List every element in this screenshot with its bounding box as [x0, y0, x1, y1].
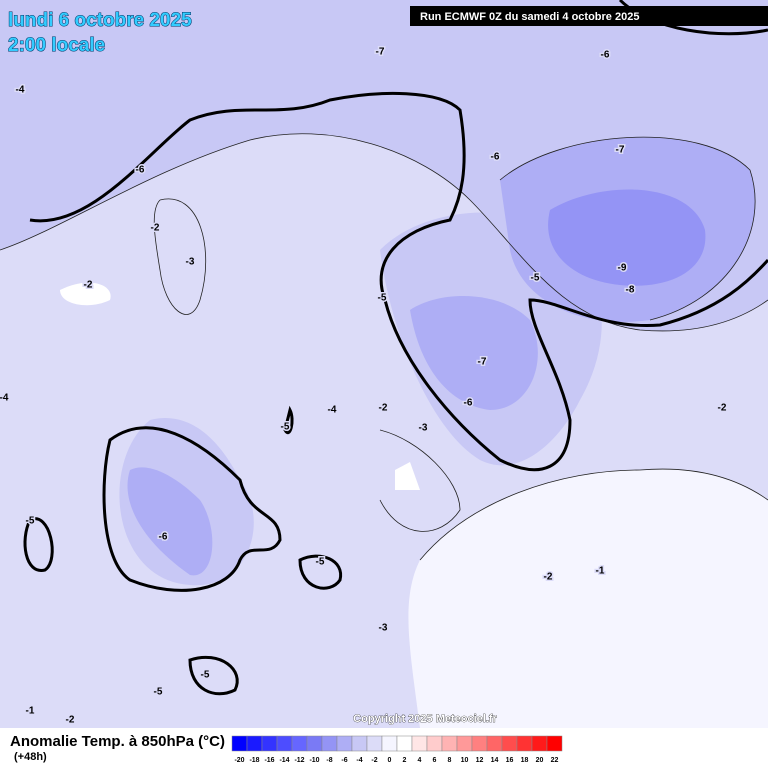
legend-tick: 16 [506, 757, 514, 764]
legend-swatch [276, 735, 293, 752]
legend-swatch [246, 735, 263, 752]
legend-tick: 10 [461, 757, 469, 764]
island-corsica-like [60, 282, 111, 306]
legend-tick: 18 [521, 757, 529, 764]
contour-label: -5 [154, 687, 163, 698]
time-title: 2:00 locale [8, 35, 105, 56]
contour-label: -7 [616, 145, 625, 156]
contour-label: -2 [544, 572, 553, 583]
contour-label: -7 [376, 47, 385, 58]
legend-tick: 0 [388, 757, 392, 764]
copyright: Copyright 2025 Meteociel.fr [353, 713, 497, 725]
legend-swatch [396, 735, 413, 752]
legend-swatch [291, 735, 308, 752]
legend-swatch [426, 735, 443, 752]
contour-label: -9 [618, 263, 627, 274]
date-title: lundi 6 octobre 2025 [8, 10, 192, 31]
contour-label: -7 [478, 357, 487, 368]
contour-label: -2 [84, 280, 93, 291]
legend-swatch [471, 735, 488, 752]
contour-label: -4 [0, 393, 9, 404]
contour-label: -2 [718, 403, 727, 414]
contour-label: -1 [26, 706, 35, 717]
legend-tick: -2 [371, 757, 377, 764]
legend-swatch [336, 735, 353, 752]
legend-swatch [456, 735, 473, 752]
run-info: Run ECMWF 0Z du samedi 4 octobre 2025 [420, 11, 639, 23]
legend-swatch [321, 735, 338, 752]
legend-swatch [441, 735, 458, 752]
legend-tick: 20 [536, 757, 544, 764]
contour-label: -5 [201, 670, 210, 681]
contour-label: -5 [531, 273, 540, 284]
zone-dark [127, 467, 213, 576]
legend-tick: 4 [418, 757, 422, 764]
contour-label: -8 [626, 285, 635, 296]
legend-title: Anomalie Temp. à 850hPa (°C) [10, 733, 225, 750]
legend-tick: -4 [356, 757, 362, 764]
run-banner [410, 6, 768, 26]
legend-swatch [351, 735, 368, 752]
island [395, 462, 420, 490]
legend-tick: -18 [249, 757, 259, 764]
contour-label: -4 [328, 405, 337, 416]
legend-tick: -12 [294, 757, 304, 764]
contour-label: -3 [379, 623, 388, 634]
legend-swatch [261, 735, 278, 752]
contour-label: -6 [491, 152, 500, 163]
contour-label: -3 [186, 257, 195, 268]
legend-swatch [306, 735, 323, 752]
zone-warm [408, 469, 768, 728]
contour-label: -6 [136, 165, 145, 176]
legend-tick: -14 [279, 757, 289, 764]
zone-colder [410, 296, 538, 410]
contour-label: -5 [316, 557, 325, 568]
legend-tick: 6 [433, 757, 437, 764]
legend-swatch [546, 735, 563, 752]
contour-label: -2 [379, 403, 388, 414]
contours-thin [0, 133, 768, 561]
legend-swatch [516, 735, 533, 752]
contour-label: -6 [464, 398, 473, 409]
legend-tick: 12 [476, 757, 484, 764]
contour-label: -4 [16, 85, 25, 96]
legend-tick: -6 [341, 757, 347, 764]
contour-label: -2 [151, 223, 160, 234]
contour-label: -5 [26, 516, 35, 527]
legend-tick: 2 [403, 757, 407, 764]
contour-label: -3 [419, 423, 428, 434]
legend-swatch [411, 735, 428, 752]
legend-tick: 22 [551, 757, 559, 764]
legend-tick: -10 [309, 757, 319, 764]
legend-tick: 8 [448, 757, 452, 764]
contour-label: -1 [596, 566, 605, 577]
contour-label: -5 [378, 293, 387, 304]
legend-tick: -20 [234, 757, 244, 764]
contour-label: -6 [601, 50, 610, 61]
legend-swatch [231, 735, 248, 752]
contour-label: -6 [159, 532, 168, 543]
legend-tick: -16 [264, 757, 274, 764]
legend-swatch [531, 735, 548, 752]
contour-label: -5 [281, 422, 290, 433]
contour-label: -2 [66, 715, 75, 726]
zone-coldest [548, 189, 706, 286]
legend-swatch [366, 735, 383, 752]
legend-swatch [381, 735, 398, 752]
legend-lead: (+48h) [14, 751, 47, 763]
legend-swatch [486, 735, 503, 752]
legend-tick: 14 [491, 757, 499, 764]
legend-swatch [501, 735, 518, 752]
legend-tick: -8 [326, 757, 332, 764]
